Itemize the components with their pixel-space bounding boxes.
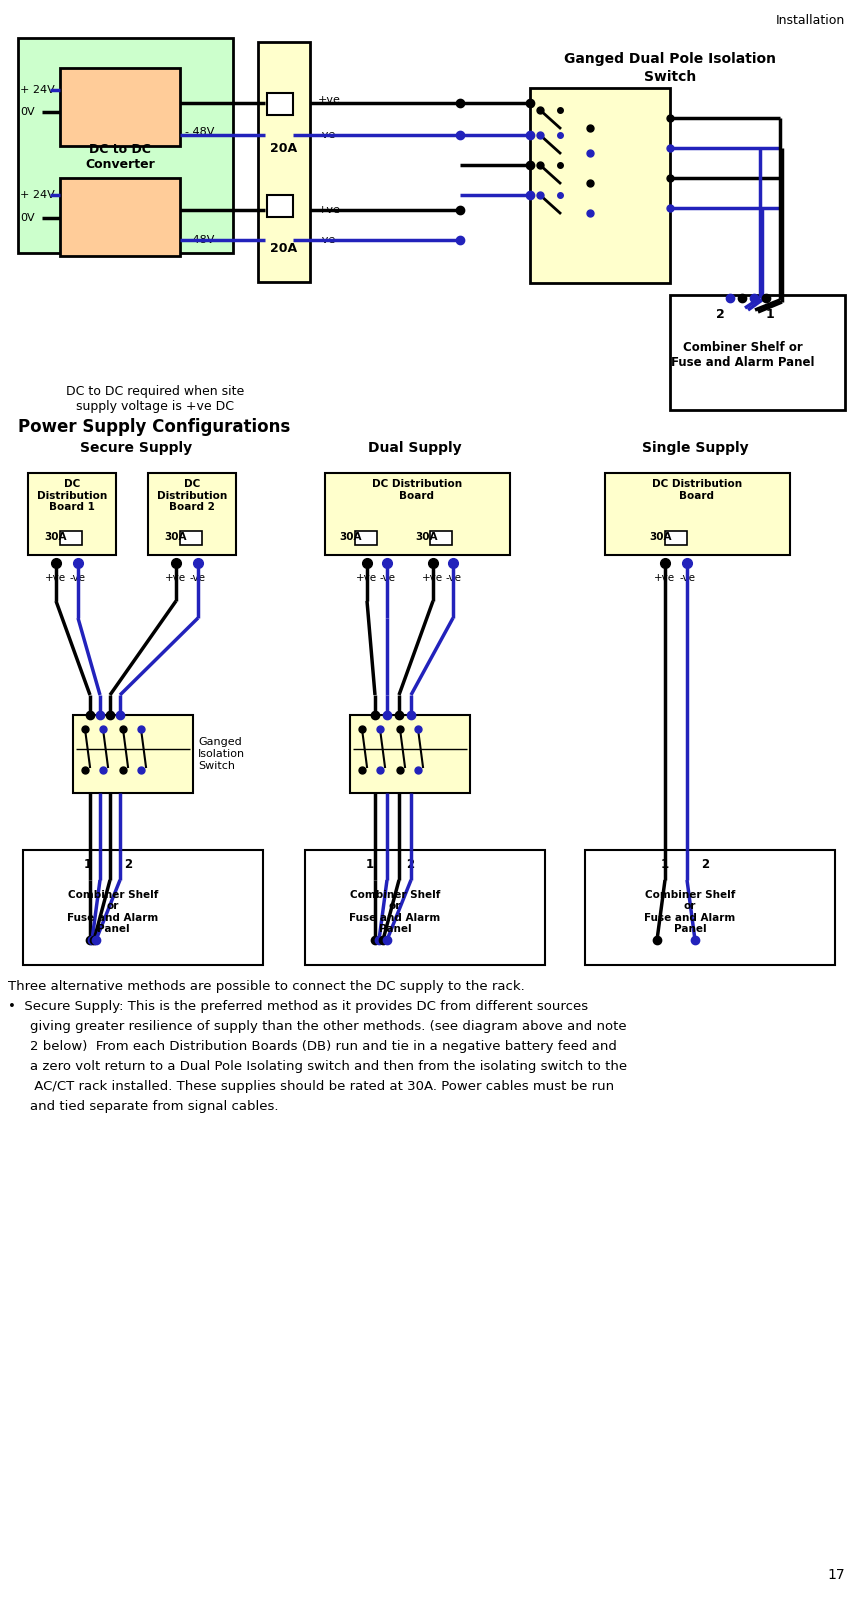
Bar [670, 296, 845, 411]
Text: DC Distribution
Board: DC Distribution Board [372, 479, 462, 500]
Text: Secure Supply: Secure Supply [80, 441, 192, 455]
Text: DC to DC required when site
supply voltage is +ve DC: DC to DC required when site supply volta… [66, 385, 245, 412]
Text: -ve: -ve [70, 574, 86, 583]
Bar [267, 195, 293, 217]
Bar [350, 714, 470, 793]
Text: DC
Distribution
Board 2: DC Distribution Board 2 [157, 479, 227, 513]
Text: •  Secure Supply: This is the preferred method as it provides DC from different : • Secure Supply: This is the preferred m… [8, 1000, 588, 1013]
Bar [28, 473, 116, 555]
Text: +ve: +ve [318, 205, 341, 216]
Text: 1: 1 [766, 308, 774, 321]
Text: Combiner Shelf
or
Fuse and Alarm
Panel: Combiner Shelf or Fuse and Alarm Panel [67, 890, 159, 935]
Text: 30A: 30A [415, 532, 437, 542]
Text: -ve: -ve [679, 574, 695, 583]
Text: 30A: 30A [339, 532, 361, 542]
Text: Installation: Installation [776, 14, 845, 27]
Text: and tied separate from signal cables.: and tied separate from signal cables. [30, 1099, 278, 1112]
Bar [180, 531, 202, 545]
Text: Dual Supply: Dual Supply [368, 441, 462, 455]
Text: Combiner Shelf or
Fuse and Alarm Panel: Combiner Shelf or Fuse and Alarm Panel [671, 340, 815, 369]
Bar [430, 531, 452, 545]
Text: + 24V: + 24V [20, 85, 54, 94]
Text: 30A: 30A [44, 532, 67, 542]
Text: +ve: +ve [357, 574, 378, 583]
Text: Combiner Shelf
or
Fuse and Alarm
Panel: Combiner Shelf or Fuse and Alarm Panel [349, 890, 441, 935]
Text: AC/CT rack installed. These supplies should be rated at 30A. Power cables must b: AC/CT rack installed. These supplies sho… [30, 1080, 614, 1093]
Text: Ganged
Isolation
Switch: Ganged Isolation Switch [198, 737, 245, 770]
Text: Switch: Switch [644, 70, 696, 85]
Bar [258, 42, 310, 281]
Text: 1: 1 [366, 858, 374, 871]
Text: +ve: +ve [165, 574, 187, 583]
Text: 1: 1 [84, 858, 92, 871]
Text: giving greater resilience of supply than the other methods. (see diagram above a: giving greater resilience of supply than… [30, 1020, 626, 1032]
Text: 30A: 30A [649, 532, 671, 542]
Text: 2: 2 [406, 858, 414, 871]
Text: -ve: -ve [190, 574, 206, 583]
Text: Power Supply Configurations: Power Supply Configurations [18, 419, 290, 436]
Bar [665, 531, 687, 545]
Text: -ve: -ve [318, 129, 335, 141]
Text: +ve: +ve [422, 574, 443, 583]
Text: - 48V: - 48V [185, 126, 214, 137]
Text: + 24V: + 24V [20, 190, 54, 200]
Text: 0V: 0V [20, 213, 35, 224]
Text: -ve: -ve [379, 574, 395, 583]
Text: 20A: 20A [270, 241, 297, 254]
Text: 30A: 30A [164, 532, 187, 542]
Bar [60, 177, 180, 256]
Text: 20A: 20A [270, 142, 297, 155]
Text: -ve: -ve [318, 235, 335, 244]
Text: Single Supply: Single Supply [642, 441, 748, 455]
Bar [355, 531, 377, 545]
Bar [605, 473, 790, 555]
Text: DC
Distribution
Board 1: DC Distribution Board 1 [37, 479, 107, 513]
Bar [148, 473, 236, 555]
Text: Combiner Shelf
or
Fuse and Alarm
Panel: Combiner Shelf or Fuse and Alarm Panel [645, 890, 735, 935]
Bar [23, 850, 263, 965]
Bar [73, 714, 193, 793]
Text: DC to DC
Converter: DC to DC Converter [86, 142, 155, 171]
Text: 2: 2 [124, 858, 132, 871]
Bar [305, 850, 545, 965]
Text: +ve: +ve [46, 574, 67, 583]
Text: +ve: +ve [654, 574, 676, 583]
Text: -ve: -ve [445, 574, 461, 583]
Text: Ganged Dual Pole Isolation: Ganged Dual Pole Isolation [564, 53, 776, 66]
Text: a zero volt return to a Dual Pole Isolating switch and then from the isolating s: a zero volt return to a Dual Pole Isolat… [30, 1059, 627, 1072]
Bar [18, 38, 233, 252]
Text: Three alternative methods are possible to connect the DC supply to the rack.: Three alternative methods are possible t… [8, 980, 524, 992]
Text: 0V: 0V [20, 107, 35, 117]
Bar [530, 88, 670, 283]
Text: 2: 2 [701, 858, 709, 871]
Text: - 48V: - 48V [185, 235, 214, 244]
Text: +ve: +ve [318, 94, 341, 105]
Bar [585, 850, 835, 965]
Text: 2: 2 [715, 308, 724, 321]
Text: 2 below)  From each Distribution Boards (DB) run and tie in a negative battery f: 2 below) From each Distribution Boards (… [30, 1040, 617, 1053]
Text: 17: 17 [828, 1568, 845, 1582]
Bar [60, 69, 180, 145]
Text: DC Distribution
Board: DC Distribution Board [652, 479, 742, 500]
Text: 1: 1 [661, 858, 669, 871]
Bar [325, 473, 510, 555]
Bar [267, 93, 293, 115]
Bar [60, 531, 82, 545]
